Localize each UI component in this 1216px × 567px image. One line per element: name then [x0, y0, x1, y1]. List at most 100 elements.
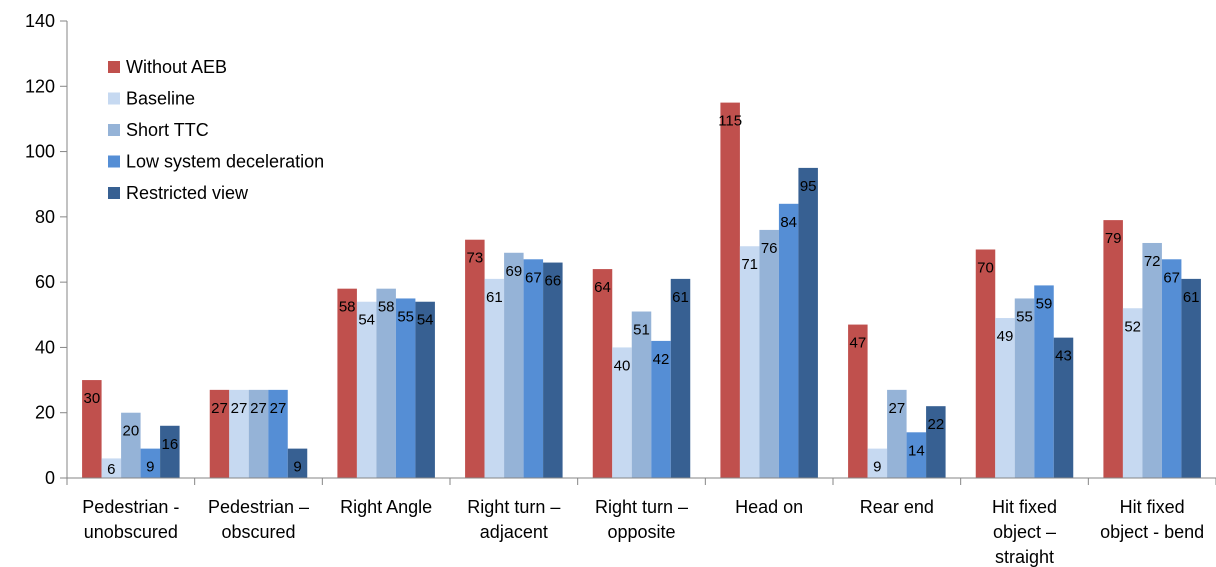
data-label: 70 — [977, 260, 994, 277]
legend-swatch — [108, 92, 120, 105]
bar — [121, 412, 141, 478]
data-label: 72 — [1144, 253, 1161, 270]
bar — [612, 347, 632, 478]
data-label: 9 — [293, 459, 301, 476]
x-tick-label: Right Angle — [340, 497, 432, 517]
data-label: 67 — [525, 269, 542, 286]
bar — [778, 203, 799, 479]
bar — [229, 389, 249, 478]
bar — [248, 389, 269, 478]
y-axis: 0 20 40 60 80 100 120 140 — [25, 11, 68, 488]
data-label: 67 — [1163, 269, 1180, 286]
bar — [1053, 337, 1074, 478]
bar — [759, 229, 779, 478]
data-label: 49 — [997, 328, 1014, 345]
data-label: 9 — [146, 459, 154, 476]
bar — [739, 246, 760, 478]
data-label: 27 — [231, 400, 248, 417]
x-tick-label: Right turn – opposite — [595, 497, 688, 542]
data-label: 47 — [849, 335, 866, 352]
bar — [101, 458, 122, 478]
data-label: 27 — [270, 400, 287, 417]
bar — [926, 406, 946, 478]
data-label: 66 — [544, 273, 561, 290]
bar — [720, 102, 740, 478]
y-tick-label: 20 — [35, 403, 55, 423]
y-tick-label: 60 — [35, 272, 55, 292]
bar — [651, 340, 671, 478]
data-label: 54 — [417, 312, 434, 329]
y-tick-label: 140 — [25, 11, 55, 31]
data-label: 69 — [505, 263, 522, 280]
data-label: 71 — [741, 256, 758, 273]
data-label: 61 — [486, 289, 503, 306]
data-label: 115 — [718, 113, 742, 130]
data-label: 58 — [339, 299, 356, 316]
x-tick-label: Pedestrian – obscured — [208, 497, 309, 542]
bar — [356, 301, 377, 478]
bar — [867, 448, 888, 478]
data-label: 20 — [122, 423, 139, 440]
bar — [140, 448, 161, 478]
data-label: 61 — [672, 289, 689, 306]
bar — [906, 432, 927, 478]
legend-swatch — [108, 155, 120, 168]
legend: Without AEB Baseline Short TTC Low system d… — [95, 50, 357, 212]
y-tick-label: 40 — [35, 337, 55, 357]
data-label: 59 — [1036, 295, 1053, 312]
bar — [287, 448, 308, 478]
x-tick-label: Pedestrian -unobscured — [82, 497, 179, 542]
bar — [415, 301, 435, 478]
x-tick-label: Hit fixed object – straight — [992, 497, 1057, 567]
legend-label: Baseline — [126, 89, 195, 109]
bar — [376, 288, 396, 478]
bar — [670, 278, 691, 478]
bar — [1034, 285, 1054, 478]
legend-label: Without AEB — [126, 57, 227, 77]
data-label: 22 — [927, 416, 944, 433]
data-label: 27 — [888, 400, 905, 417]
bar — [848, 324, 868, 478]
bar — [523, 259, 544, 478]
data-label: 43 — [1055, 348, 1072, 365]
bar — [1142, 242, 1162, 478]
bar — [465, 239, 485, 478]
bar — [209, 389, 230, 478]
y-tick-label: 0 — [45, 468, 55, 488]
bar — [1181, 278, 1201, 478]
data-label: 52 — [1124, 318, 1141, 335]
x-tick-label: Hit fixed object - bend — [1100, 497, 1204, 542]
bar — [995, 318, 1015, 478]
bar — [1122, 308, 1143, 478]
bar — [268, 389, 288, 478]
bars — [82, 102, 1201, 479]
data-label: 84 — [780, 214, 797, 231]
bar — [160, 425, 180, 478]
data-label: 64 — [594, 279, 611, 296]
x-axis: Pedestrian -unobscured Pedestrian – obscur… — [66, 477, 1216, 567]
bar — [592, 269, 613, 478]
bar — [798, 167, 818, 478]
data-label: 40 — [614, 357, 631, 374]
data-label: 61 — [1183, 289, 1200, 306]
data-label: 55 — [1016, 308, 1033, 325]
bar — [1103, 220, 1123, 478]
data-label: 16 — [161, 436, 178, 453]
bar — [504, 252, 524, 478]
data-label: 9 — [873, 459, 881, 476]
legend-label: Low system deceleration — [126, 152, 324, 172]
legend-box — [95, 50, 357, 212]
data-label: 27 — [211, 400, 228, 417]
data-label: 14 — [908, 442, 925, 459]
bar — [1014, 298, 1035, 478]
data-label: 30 — [83, 390, 100, 407]
bar — [543, 262, 563, 478]
legend-swatch — [108, 124, 120, 136]
x-tick-label: Rear end — [860, 497, 934, 517]
bar — [395, 298, 416, 478]
data-label: 42 — [653, 351, 670, 368]
data-label: 95 — [800, 178, 817, 195]
bar — [82, 380, 102, 478]
data-label: 51 — [633, 322, 650, 339]
